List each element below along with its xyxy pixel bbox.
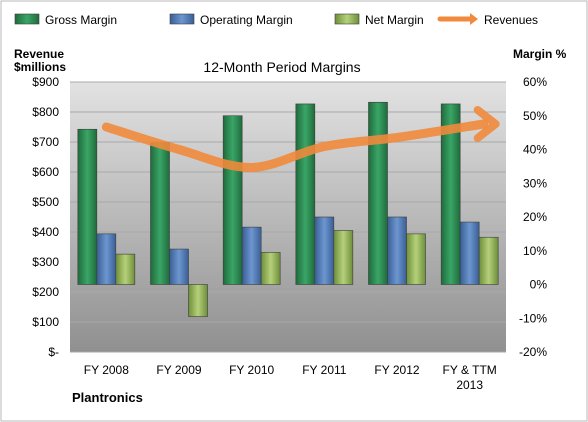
operating-margin-bar bbox=[314, 216, 335, 285]
bar-series bbox=[77, 101, 499, 317]
left-axis-title-line1: Revenue bbox=[14, 47, 64, 61]
operating-margin-bar bbox=[387, 216, 407, 285]
plot-area bbox=[70, 82, 506, 352]
left-tick-label: $700 bbox=[32, 135, 59, 149]
x-tick-label: FY & TTM 2013 bbox=[443, 363, 497, 392]
net-margin-bar bbox=[406, 233, 426, 285]
right-tick-label: 20% bbox=[523, 210, 547, 224]
right-tick-label: -10% bbox=[519, 311, 547, 325]
gross-margin-bar bbox=[150, 142, 170, 285]
right-tick-label: -20% bbox=[519, 345, 547, 359]
revenue-line-series bbox=[101, 106, 500, 173]
right-tick-label: 0% bbox=[530, 278, 548, 292]
x-axis-ticks: FY 2008 FY 2009 FY 2010 FY 2011 FY 2012 FY & … bbox=[84, 363, 497, 392]
gross-margin-bar-legend-key bbox=[14, 13, 40, 25]
gross-margin-bar bbox=[368, 101, 388, 285]
left-axis-ticks: $- $100 $200 $300 $400 $500 $600 $700 $800 $900 bbox=[32, 75, 59, 359]
revenue-legend-arrow bbox=[470, 13, 478, 25]
revenue-arrowhead bbox=[473, 106, 500, 142]
legend-label: Gross Margin bbox=[45, 13, 117, 27]
gross-margin-bar bbox=[440, 103, 461, 285]
x-tick-label: FY 2011 bbox=[302, 363, 347, 377]
right-tick-label: 60% bbox=[523, 75, 547, 89]
left-tick-label: $300 bbox=[32, 255, 59, 269]
left-tick-label: $100 bbox=[32, 315, 59, 329]
legend-label: Operating Margin bbox=[200, 13, 293, 27]
net-margin-bar bbox=[478, 236, 499, 285]
left-axis-title-line2: $millions bbox=[14, 60, 66, 74]
net-margin-bar bbox=[333, 230, 354, 285]
left-tick-label: $900 bbox=[32, 75, 59, 89]
x-tick-label: FY 2008 bbox=[84, 363, 129, 377]
x-tick-label: FY 2012 bbox=[374, 363, 419, 377]
gross-margin-bar bbox=[222, 115, 243, 285]
gross-margin-bar bbox=[77, 128, 98, 285]
left-tick-label: $400 bbox=[32, 225, 59, 239]
net-margin-bar bbox=[115, 253, 136, 285]
net-margin-bar-legend-key bbox=[334, 13, 360, 25]
net-margin-bar bbox=[188, 284, 208, 317]
operating-margin-bar-legend-key bbox=[169, 13, 195, 25]
right-axis-ticks: -20% -10% 0% 10% 20% 30% 40% 50% 60% bbox=[519, 75, 547, 359]
right-tick-label: 50% bbox=[523, 109, 547, 123]
operating-margin-bar bbox=[241, 226, 262, 285]
left-tick-label: $800 bbox=[32, 105, 59, 119]
legend-label: Revenues bbox=[484, 13, 538, 27]
gridlines bbox=[70, 81, 506, 353]
left-tick-label: $500 bbox=[32, 195, 59, 209]
gross-margin-bar bbox=[295, 103, 316, 285]
chart-title: 12-Month Period Margins bbox=[203, 59, 360, 75]
legend-label: Net Margin bbox=[365, 13, 424, 27]
operating-margin-bar bbox=[459, 221, 480, 285]
x-tick-label: FY 2010 bbox=[229, 363, 274, 377]
operating-margin-bar bbox=[169, 248, 189, 285]
legend: Gross Margin Operating Margin Net Margin Re… bbox=[14, 13, 538, 27]
left-tick-label: $600 bbox=[32, 165, 59, 179]
right-axis-title: Margin % bbox=[513, 47, 567, 61]
revenue-line bbox=[101, 119, 489, 173]
left-tick-label: $- bbox=[48, 345, 59, 359]
right-tick-label: 10% bbox=[523, 244, 547, 258]
right-tick-label: 40% bbox=[523, 143, 547, 157]
x-tick-label: FY 2009 bbox=[156, 363, 201, 377]
right-tick-label: 30% bbox=[523, 176, 547, 190]
company-label: Plantronics bbox=[72, 390, 143, 405]
net-margin-bar bbox=[260, 252, 281, 285]
operating-margin-bar bbox=[96, 233, 117, 285]
left-tick-label: $200 bbox=[32, 285, 59, 299]
